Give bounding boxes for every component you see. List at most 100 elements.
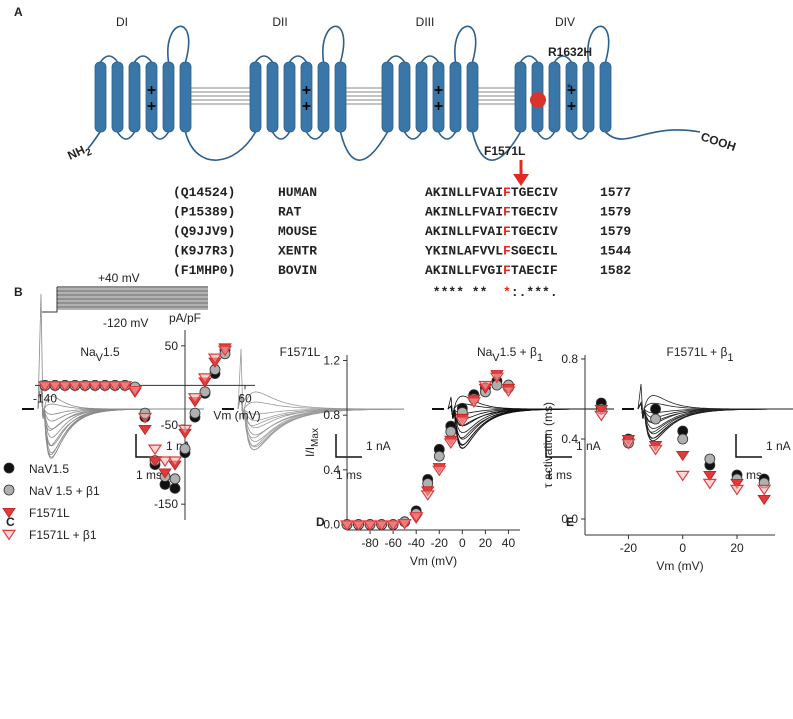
marker — [97, 381, 113, 392]
marker — [207, 353, 223, 365]
residue-number: 1579 — [600, 205, 631, 220]
trace-title-part: 1.5 + β — [500, 345, 537, 359]
segment — [334, 61, 347, 133]
marker — [47, 381, 63, 392]
marker — [757, 494, 771, 506]
protocol-hold — [42, 287, 58, 313]
marker — [702, 478, 717, 490]
trace-title: NaV1.5 + β1 — [477, 345, 543, 364]
sequence-mutant: F — [503, 244, 511, 259]
marker — [594, 410, 609, 422]
loop — [519, 55, 539, 63]
loop — [553, 55, 573, 63]
mutation-site — [530, 92, 546, 108]
marker — [158, 468, 172, 479]
segment — [145, 61, 158, 133]
marker — [445, 426, 457, 437]
marker — [455, 416, 470, 428]
x-tick-label: -20 — [431, 536, 449, 550]
n-terminus-sub: 2 — [84, 147, 94, 160]
marker — [386, 520, 401, 532]
current-trace — [237, 391, 404, 420]
legend-marker — [3, 484, 15, 496]
y-tick-label: 0.4 — [561, 432, 578, 446]
loop — [386, 55, 406, 63]
marker — [147, 444, 163, 456]
marker — [704, 453, 716, 465]
segment — [283, 61, 296, 133]
trace-title-part: V — [96, 352, 104, 364]
segment — [565, 61, 578, 133]
segment — [582, 61, 595, 133]
marker — [339, 520, 355, 532]
time-scale: 1 ms — [336, 468, 362, 482]
sequence-mutant: F — [503, 263, 511, 278]
loop — [536, 131, 556, 140]
segment — [94, 61, 107, 133]
time-scale: 1 ms — [736, 468, 762, 482]
marker — [757, 484, 772, 496]
y-axis-title: τ activation (ms) — [541, 402, 555, 488]
legend-label: NaV1.5 — [29, 462, 69, 476]
sequence-mutant: F — [503, 205, 511, 220]
n-terminus-main: NH — [65, 143, 87, 163]
scale-bar — [735, 434, 762, 458]
trace-title-part: Na — [80, 345, 96, 359]
x-axis-title: Vm (mV) — [213, 408, 260, 422]
loop — [403, 131, 423, 140]
time-scale: 1 ms — [546, 468, 572, 482]
y-axis-title-sub: Max — [310, 428, 321, 447]
marker — [77, 381, 93, 392]
c-terminus: COOH — [699, 130, 738, 154]
current-trace — [37, 380, 204, 420]
uniprot-id: (K9J7R3) — [173, 244, 235, 259]
sequence-part: TGECIV — [511, 205, 558, 220]
segment — [466, 61, 479, 133]
marker — [621, 438, 636, 450]
x-tick-label: 20 — [730, 541, 744, 555]
marker — [351, 520, 366, 532]
sequence-part: TAECIF — [511, 263, 558, 278]
y-tick-label: -150 — [154, 497, 178, 511]
segment — [266, 61, 279, 133]
x-tick-label: -40 — [408, 536, 426, 550]
x-axis-title: Vm (mV) — [410, 554, 457, 568]
segment — [317, 61, 330, 133]
x-axis-title: Vm (mV) — [656, 559, 703, 573]
panel-label: C — [6, 515, 15, 529]
mutation-star: * — [567, 81, 572, 95]
marker — [157, 456, 173, 468]
loop — [322, 25, 345, 63]
y-tick-label: 0.0 — [561, 512, 578, 526]
sequence: YKINLAFVVLFSGECIL — [425, 244, 558, 259]
segment — [599, 61, 612, 133]
x-tick-label: 0 — [679, 541, 686, 555]
marker — [187, 393, 203, 404]
domain-label: DIII — [416, 15, 435, 29]
x-tick-label: 0 — [459, 536, 466, 550]
trace-title: F1571L — [280, 345, 321, 359]
loop — [254, 55, 274, 63]
domain-label: DI — [116, 15, 128, 29]
legend-label: NaV 1.5 + β1 — [29, 484, 100, 498]
current-trace — [237, 393, 404, 421]
current-trace — [637, 395, 793, 420]
panel-label: D — [316, 515, 325, 529]
sequence-part: AKINLLFVAI — [425, 185, 503, 200]
marker — [57, 381, 73, 392]
marker — [432, 465, 447, 477]
segment — [381, 61, 394, 133]
linker — [471, 131, 522, 161]
legend-marker — [3, 462, 15, 474]
marker — [189, 407, 201, 419]
trace-title-part: F1571L + β — [667, 345, 728, 359]
marker — [703, 470, 717, 482]
marker — [650, 413, 661, 425]
marker — [397, 518, 412, 530]
residue-number: 1544 — [600, 244, 631, 259]
n-tail — [87, 131, 101, 149]
trace-title: F1571L + β1 — [667, 345, 734, 364]
segment — [514, 61, 527, 133]
current-trace — [447, 405, 614, 420]
current-trace — [237, 393, 404, 429]
